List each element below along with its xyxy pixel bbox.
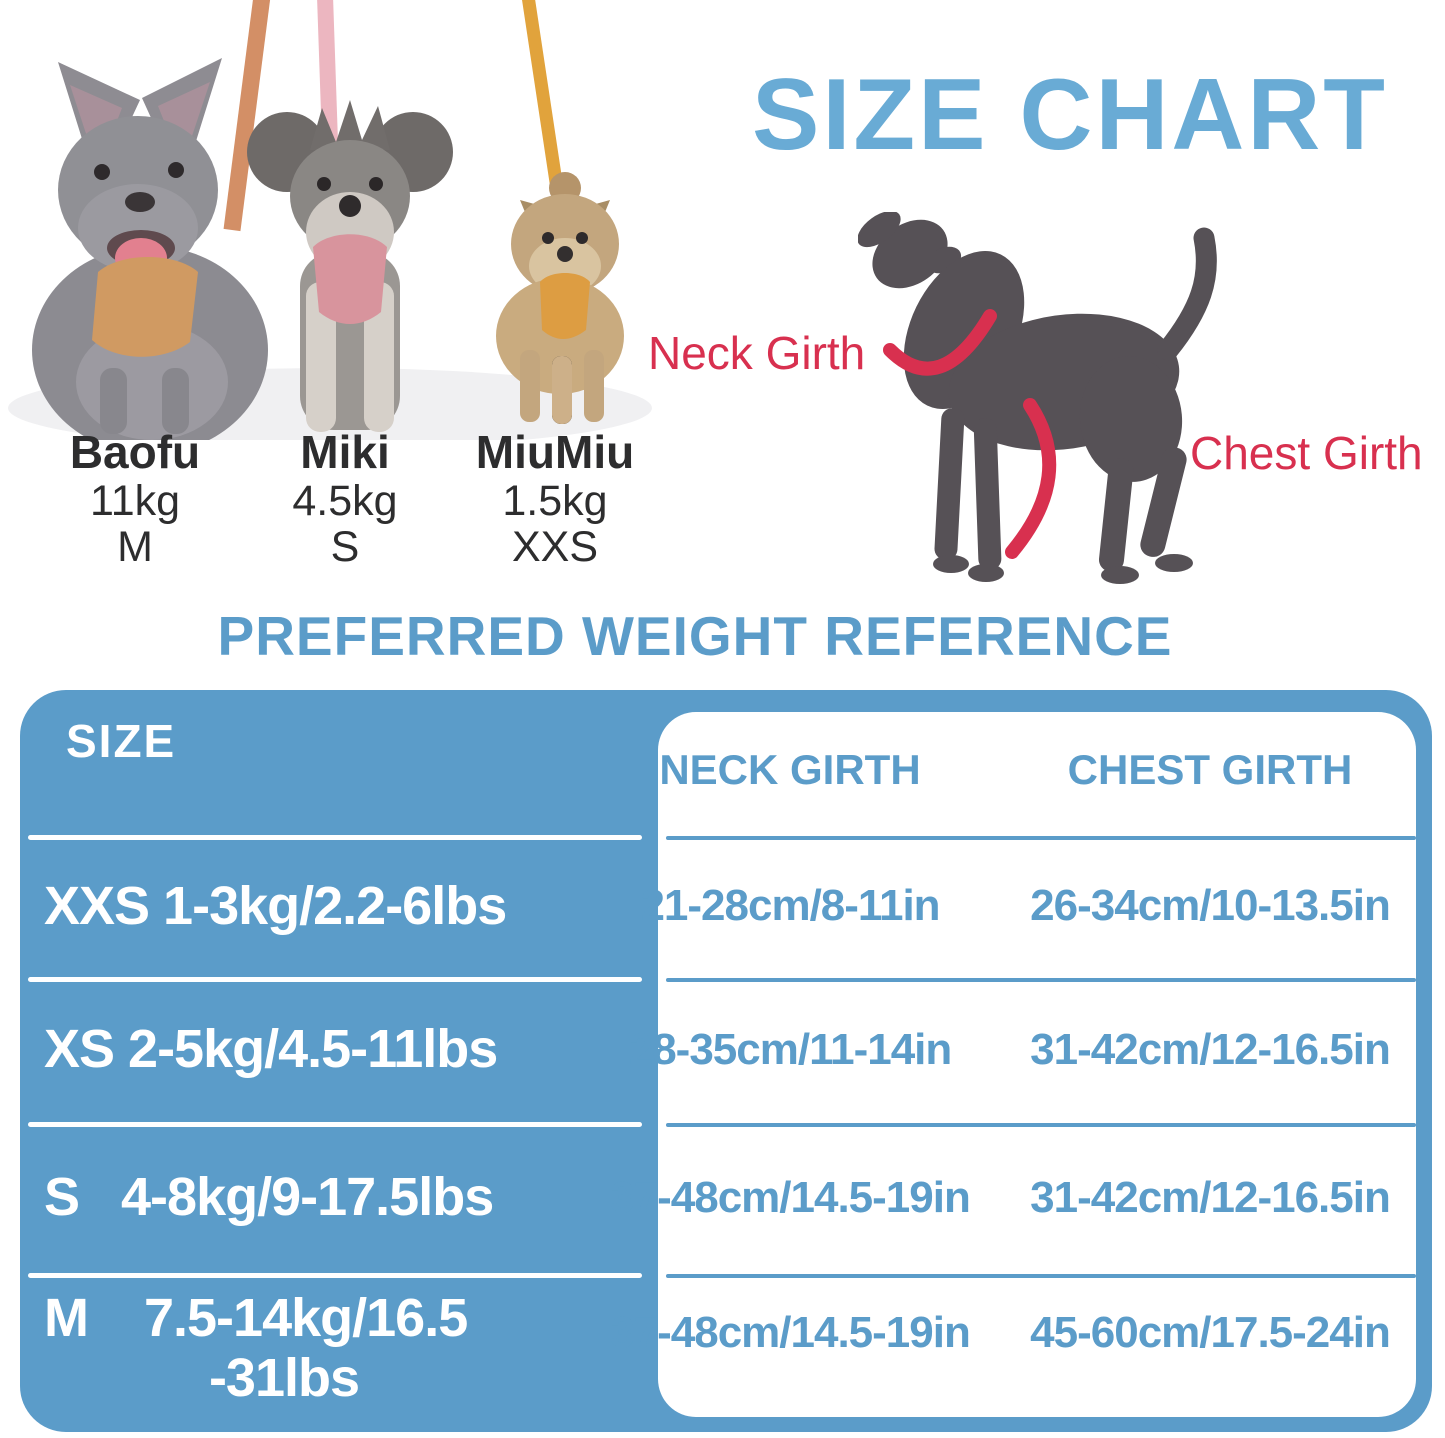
dog-weight: 4.5kg bbox=[292, 476, 398, 525]
dog-weight: 1.5kg bbox=[502, 476, 608, 525]
dog-size: XXS bbox=[511, 523, 599, 572]
neck-cell: 21-28cm/8-11in bbox=[640, 881, 940, 930]
neck-girth-label: Neck Girth bbox=[648, 327, 866, 379]
table-row-size-s: S 4-8kg/9-17.5lbs bbox=[44, 1122, 644, 1273]
size-cell-line2: -31lbs bbox=[208, 1348, 360, 1408]
dog-measurement-diagram bbox=[858, 212, 1217, 584]
leash-tan bbox=[223, 0, 271, 232]
section-heading: PREFERRED WEIGHT REFERENCE bbox=[217, 605, 1173, 667]
row-divider bbox=[28, 835, 642, 840]
dog-frenchie bbox=[32, 58, 268, 440]
size-table: SIZE NECK GIRTH CHEST GIRTH XXS 1-3kg/2.… bbox=[20, 690, 1432, 1432]
chest-girth-band bbox=[1005, 398, 1057, 559]
size-cell: S 4-8kg/9-17.5lbs bbox=[44, 1167, 494, 1228]
size-cell: M 7.5-14kg/16.5 bbox=[44, 1287, 468, 1348]
neck-cell: 37-48cm/14.5-19in bbox=[610, 1172, 971, 1222]
row-divider bbox=[666, 1274, 1416, 1278]
dogs-photo-illustration bbox=[8, 0, 652, 440]
dog-name: Baofu bbox=[69, 426, 201, 478]
row-divider bbox=[666, 978, 1416, 982]
row-divider bbox=[28, 977, 642, 982]
chest-cell: 31-42cm/12-16.5in bbox=[1030, 1024, 1391, 1074]
column-header-neck: NECK GIRTH bbox=[659, 746, 921, 793]
chest-cell: 26-34cm/10-13.5in bbox=[1030, 881, 1391, 930]
table-values-panel bbox=[658, 712, 1416, 1417]
row-divider bbox=[28, 1122, 642, 1127]
dog-label-miumiu: MiuMiu 1.5kg XXS bbox=[435, 426, 675, 572]
table-row-size-xxs: XXS 1-3kg/2.2-6lbs bbox=[44, 835, 644, 977]
chest-cell: 45-60cm/17.5-24in bbox=[1030, 1308, 1391, 1357]
dog-size: S bbox=[330, 523, 360, 572]
dog-name: Miki bbox=[300, 426, 390, 478]
chest-cell: 31-42cm/12-16.5in bbox=[1030, 1172, 1391, 1222]
column-header-chest: CHEST GIRTH bbox=[1067, 746, 1353, 793]
row-divider bbox=[28, 1273, 642, 1278]
column-header-size: SIZE bbox=[66, 715, 177, 767]
row-divider bbox=[666, 836, 1416, 840]
chest-girth-label: Chest Girth bbox=[1190, 427, 1423, 479]
dog-schnauzer bbox=[247, 100, 453, 432]
size-cell: XS 2-5kg/4.5-11lbs bbox=[44, 1019, 498, 1080]
table-row-size-xs: XS 2-5kg/4.5-11lbs bbox=[44, 977, 644, 1122]
dog-yorkie bbox=[496, 172, 624, 424]
dog-label-baofu: Baofu 11kg M bbox=[15, 426, 255, 572]
size-cell: XXS 1-3kg/2.2-6lbs bbox=[44, 875, 507, 936]
dog-size: M bbox=[117, 523, 153, 572]
row-divider bbox=[666, 1123, 1416, 1127]
dog-weight: 11kg bbox=[89, 476, 181, 525]
neck-girth-band bbox=[883, 309, 997, 376]
dog-name: MiuMiu bbox=[475, 426, 635, 478]
neck-cell: 28-35cm/11-14in bbox=[628, 1024, 953, 1074]
dog-label-miki: Miki 4.5kg S bbox=[225, 426, 465, 572]
page-title: SIZE CHART bbox=[752, 59, 1388, 171]
table-row-size-m: M 7.5-14kg/16.5 -31lbs bbox=[44, 1273, 644, 1423]
neck-cell: 37-48cm/14.5-19in bbox=[610, 1308, 971, 1357]
